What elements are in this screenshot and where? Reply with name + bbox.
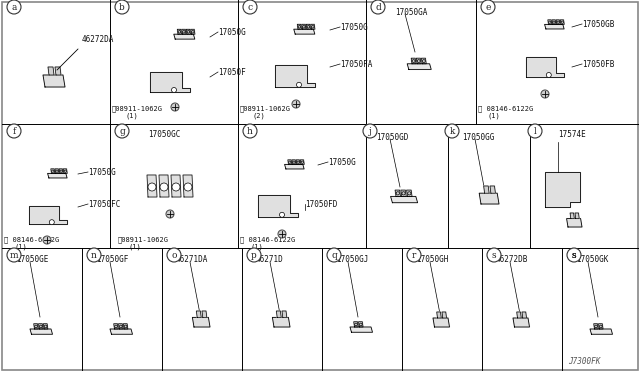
Text: 17050F: 17050F	[218, 67, 246, 77]
Polygon shape	[407, 64, 431, 70]
Circle shape	[115, 325, 117, 328]
Text: c: c	[248, 3, 253, 12]
Circle shape	[52, 170, 54, 172]
Circle shape	[148, 183, 156, 191]
Polygon shape	[350, 327, 372, 332]
Polygon shape	[114, 324, 118, 329]
Polygon shape	[566, 219, 582, 227]
Polygon shape	[51, 169, 55, 173]
Polygon shape	[63, 169, 67, 173]
Text: m: m	[10, 250, 19, 260]
Circle shape	[402, 192, 405, 195]
Circle shape	[115, 0, 129, 14]
Circle shape	[327, 248, 341, 262]
Text: (1): (1)	[125, 113, 138, 119]
Circle shape	[43, 236, 51, 244]
Polygon shape	[159, 175, 169, 197]
Polygon shape	[300, 160, 304, 164]
Polygon shape	[59, 169, 63, 173]
Circle shape	[487, 248, 501, 262]
Text: (1): (1)	[14, 244, 27, 250]
Text: 17050G: 17050G	[88, 167, 116, 176]
Polygon shape	[484, 186, 489, 193]
Polygon shape	[150, 72, 190, 92]
Circle shape	[298, 26, 301, 28]
Polygon shape	[29, 206, 67, 224]
Polygon shape	[358, 322, 363, 327]
Polygon shape	[292, 160, 296, 164]
Circle shape	[171, 103, 179, 111]
Polygon shape	[594, 324, 598, 329]
Text: l: l	[534, 126, 536, 135]
Text: ⓝ08911-1062G: ⓝ08911-1062G	[240, 106, 291, 112]
Circle shape	[547, 73, 551, 77]
Text: Ⓑ 08146-6122G: Ⓑ 08146-6122G	[4, 237, 60, 243]
Polygon shape	[298, 24, 301, 29]
Polygon shape	[516, 312, 521, 318]
Polygon shape	[273, 317, 290, 327]
Polygon shape	[30, 329, 52, 334]
Circle shape	[481, 0, 495, 14]
Polygon shape	[38, 324, 43, 329]
Polygon shape	[288, 160, 292, 164]
Polygon shape	[390, 196, 417, 203]
Circle shape	[407, 248, 421, 262]
Text: 46271DA: 46271DA	[176, 256, 209, 264]
Polygon shape	[598, 324, 603, 329]
Circle shape	[187, 31, 189, 33]
Circle shape	[247, 248, 261, 262]
Polygon shape	[416, 58, 421, 64]
Polygon shape	[275, 65, 315, 87]
Text: o: o	[172, 250, 177, 260]
Text: Ⓑ 08146-6122G: Ⓑ 08146-6122G	[240, 237, 295, 243]
Circle shape	[303, 26, 305, 28]
Text: 17050FC: 17050FC	[88, 199, 120, 208]
Circle shape	[243, 124, 257, 138]
Polygon shape	[411, 58, 416, 64]
Text: e: e	[485, 3, 491, 12]
Polygon shape	[182, 29, 186, 34]
Polygon shape	[186, 29, 191, 34]
Text: (1): (1)	[128, 244, 141, 250]
Text: h: h	[247, 126, 253, 135]
Polygon shape	[395, 190, 401, 196]
Text: b: b	[119, 3, 125, 12]
Polygon shape	[526, 57, 564, 77]
Text: 17050GD: 17050GD	[376, 132, 408, 141]
Text: 17050GF: 17050GF	[96, 256, 129, 264]
Text: r: r	[412, 250, 416, 260]
Circle shape	[166, 210, 174, 218]
Circle shape	[312, 26, 314, 28]
Polygon shape	[193, 317, 210, 327]
Circle shape	[595, 325, 597, 328]
Polygon shape	[174, 34, 195, 39]
Text: ⓝ08911-1062G: ⓝ08911-1062G	[118, 237, 169, 243]
Circle shape	[557, 21, 559, 23]
Text: g: g	[119, 126, 125, 135]
Circle shape	[561, 21, 563, 23]
Polygon shape	[442, 312, 447, 318]
Text: a: a	[12, 3, 17, 12]
Circle shape	[35, 325, 37, 328]
Text: 17050G: 17050G	[340, 22, 368, 32]
Polygon shape	[191, 29, 195, 34]
Polygon shape	[196, 311, 201, 317]
Polygon shape	[311, 24, 315, 29]
Text: 17050GC: 17050GC	[148, 129, 180, 138]
Polygon shape	[183, 175, 193, 197]
Circle shape	[243, 0, 257, 14]
Polygon shape	[147, 175, 157, 197]
Circle shape	[363, 124, 377, 138]
Circle shape	[172, 87, 177, 93]
Circle shape	[600, 325, 602, 328]
Text: 17050GJ: 17050GJ	[336, 256, 369, 264]
Circle shape	[408, 192, 411, 195]
Text: p: p	[251, 250, 257, 260]
Circle shape	[417, 60, 420, 62]
Circle shape	[412, 60, 415, 62]
Circle shape	[120, 325, 122, 328]
Text: 46272DB: 46272DB	[496, 256, 529, 264]
Polygon shape	[490, 186, 495, 193]
Circle shape	[7, 124, 21, 138]
